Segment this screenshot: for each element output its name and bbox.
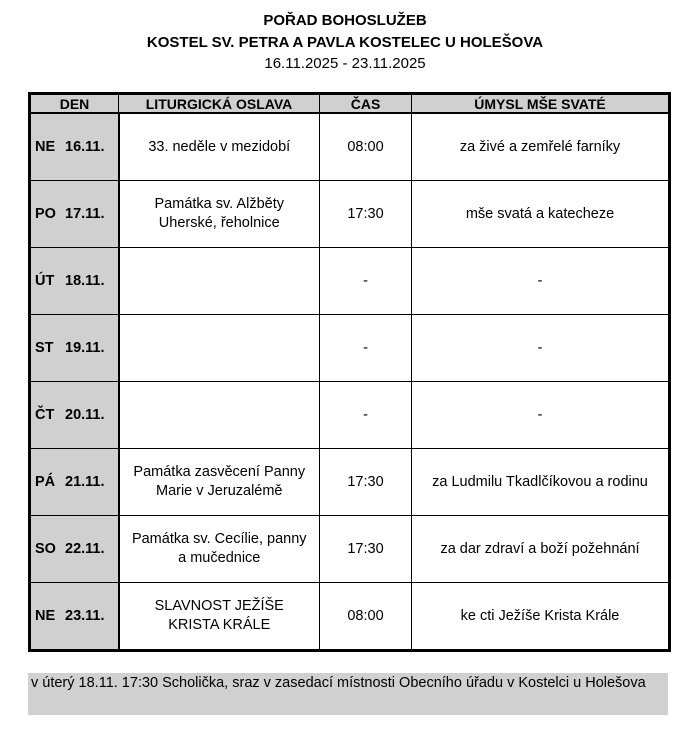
celebration-line: SLAVNOST JEŽÍŠE: [154, 598, 284, 614]
church-name: KOSTEL SV. PETRA A PAVLA KOSTELEC U HOLE…: [146, 34, 544, 51]
time-cell: 17:30: [319, 448, 412, 516]
date: 19.11.: [65, 339, 105, 356]
weekday: NE: [35, 607, 56, 624]
table-row: NE 16.11. 33. neděle v mezidobí 08:00 za …: [29, 112, 670, 181]
date-range: 16.11.2025 - 23.11.2025: [264, 55, 426, 72]
celebration-line: Uherské, řeholnice: [158, 215, 280, 231]
celebration-cell: [118, 247, 320, 315]
announcement-note: v úterý 18.11. 17:30 Scholička, sraz v z…: [28, 673, 668, 715]
weekday: PO: [35, 205, 56, 222]
time-cell: 17:30: [319, 515, 412, 583]
column-header-day: DEN: [29, 93, 119, 114]
celebration-line: 33. neděle v mezidobí: [148, 138, 291, 155]
intention-cell: za živé a zemřelé farníky: [411, 112, 670, 181]
intention-cell: za dar zdraví a boží požehnání: [411, 515, 670, 583]
celebration-cell: Památka zasvěcení Panny Marie v Jeruzalém…: [118, 448, 320, 516]
weekday: ST: [35, 339, 54, 356]
celebration-line: Památka zasvěcení Panny: [133, 464, 306, 480]
intention-cell: ke cti Ježíše Krista Krále: [411, 582, 670, 651]
celebration-line: Marie v Jeruzalémě: [155, 483, 283, 499]
celebration-cell: [118, 314, 320, 382]
time-cell: 08:00: [319, 112, 412, 181]
weekday: NE: [35, 138, 56, 155]
column-header-time: ČAS: [319, 93, 412, 114]
table-row: ST 19.11. - -: [29, 314, 670, 382]
date: 16.11.: [65, 138, 105, 155]
intention-cell: -: [411, 381, 670, 449]
date: 22.11.: [65, 540, 105, 557]
intention-cell: mše svatá a katecheze: [411, 180, 670, 248]
intention-cell: za Ludmilu Tkadlčíkovou a rodinu: [411, 448, 670, 516]
table-row: ČT 20.11. - -: [29, 381, 670, 449]
weekday: ÚT: [35, 272, 55, 289]
celebration-cell: SLAVNOST JEŽÍŠE KRISTA KRÁLE: [118, 582, 320, 651]
table-row: PO 17.11. Památka sv. Alžběty Uherské, řeh…: [29, 180, 670, 248]
celebration-cell: 33. neděle v mezidobí: [118, 112, 320, 181]
date: 21.11.: [65, 473, 105, 490]
day-cell: ČT 20.11.: [29, 381, 120, 449]
column-header-celebration: LITURGICKÁ OSLAVA: [118, 93, 320, 114]
weekday: ČT: [35, 406, 55, 423]
intention-cell: -: [411, 247, 670, 315]
table-header-row: DEN LITURGICKÁ OSLAVA ČAS ÚMYSL MŠE SVAT…: [29, 93, 670, 114]
celebration-cell: Památka sv. Cecílie, panny a mučednice: [118, 515, 320, 583]
date: 17.11.: [65, 205, 105, 222]
document-title: POŘAD BOHOSLUŽEB: [263, 12, 427, 29]
weekday: PÁ: [35, 473, 56, 490]
date: 18.11.: [65, 272, 105, 289]
day-cell: SO 22.11.: [29, 515, 120, 583]
table-row: ÚT 18.11. - -: [29, 247, 670, 315]
day-cell: NE 16.11.: [29, 112, 120, 181]
weekday: SO: [35, 540, 56, 557]
time-cell: -: [319, 381, 412, 449]
celebration-line: Památka sv. Cecílie, panny: [131, 531, 307, 547]
celebration-line: a mučednice: [178, 550, 261, 566]
day-cell: PO 17.11.: [29, 180, 120, 248]
celebration-line: Památka sv. Alžběty: [154, 196, 284, 212]
column-header-intention: ÚMYSL MŠE SVATÉ: [411, 93, 670, 114]
time-cell: 08:00: [319, 582, 412, 651]
date: 20.11.: [65, 406, 105, 423]
schedule-table: DEN LITURGICKÁ OSLAVA ČAS ÚMYSL MŠE SVAT…: [28, 92, 671, 652]
table-row: PÁ 21.11. Památka zasvěcení Panny Marie v …: [29, 448, 670, 516]
time-cell: 17:30: [319, 180, 412, 248]
day-cell: ÚT 18.11.: [29, 247, 120, 315]
time-cell: -: [319, 247, 412, 315]
table-row: NE 23.11. SLAVNOST JEŽÍŠE KRISTA KRÁLE 08:…: [29, 582, 670, 651]
day-cell: ST 19.11.: [29, 314, 120, 382]
day-cell: PÁ 21.11.: [29, 448, 120, 516]
celebration-line: KRISTA KRÁLE: [168, 617, 271, 633]
day-cell: NE 23.11.: [29, 582, 120, 651]
celebration-cell: [118, 381, 320, 449]
intention-cell: -: [411, 314, 670, 382]
table-row: SO 22.11. Památka sv. Cecílie, panny a muč…: [29, 515, 670, 583]
date: 23.11.: [65, 607, 105, 624]
time-cell: -: [319, 314, 412, 382]
celebration-cell: Památka sv. Alžběty Uherské, řeholnice: [118, 180, 320, 248]
